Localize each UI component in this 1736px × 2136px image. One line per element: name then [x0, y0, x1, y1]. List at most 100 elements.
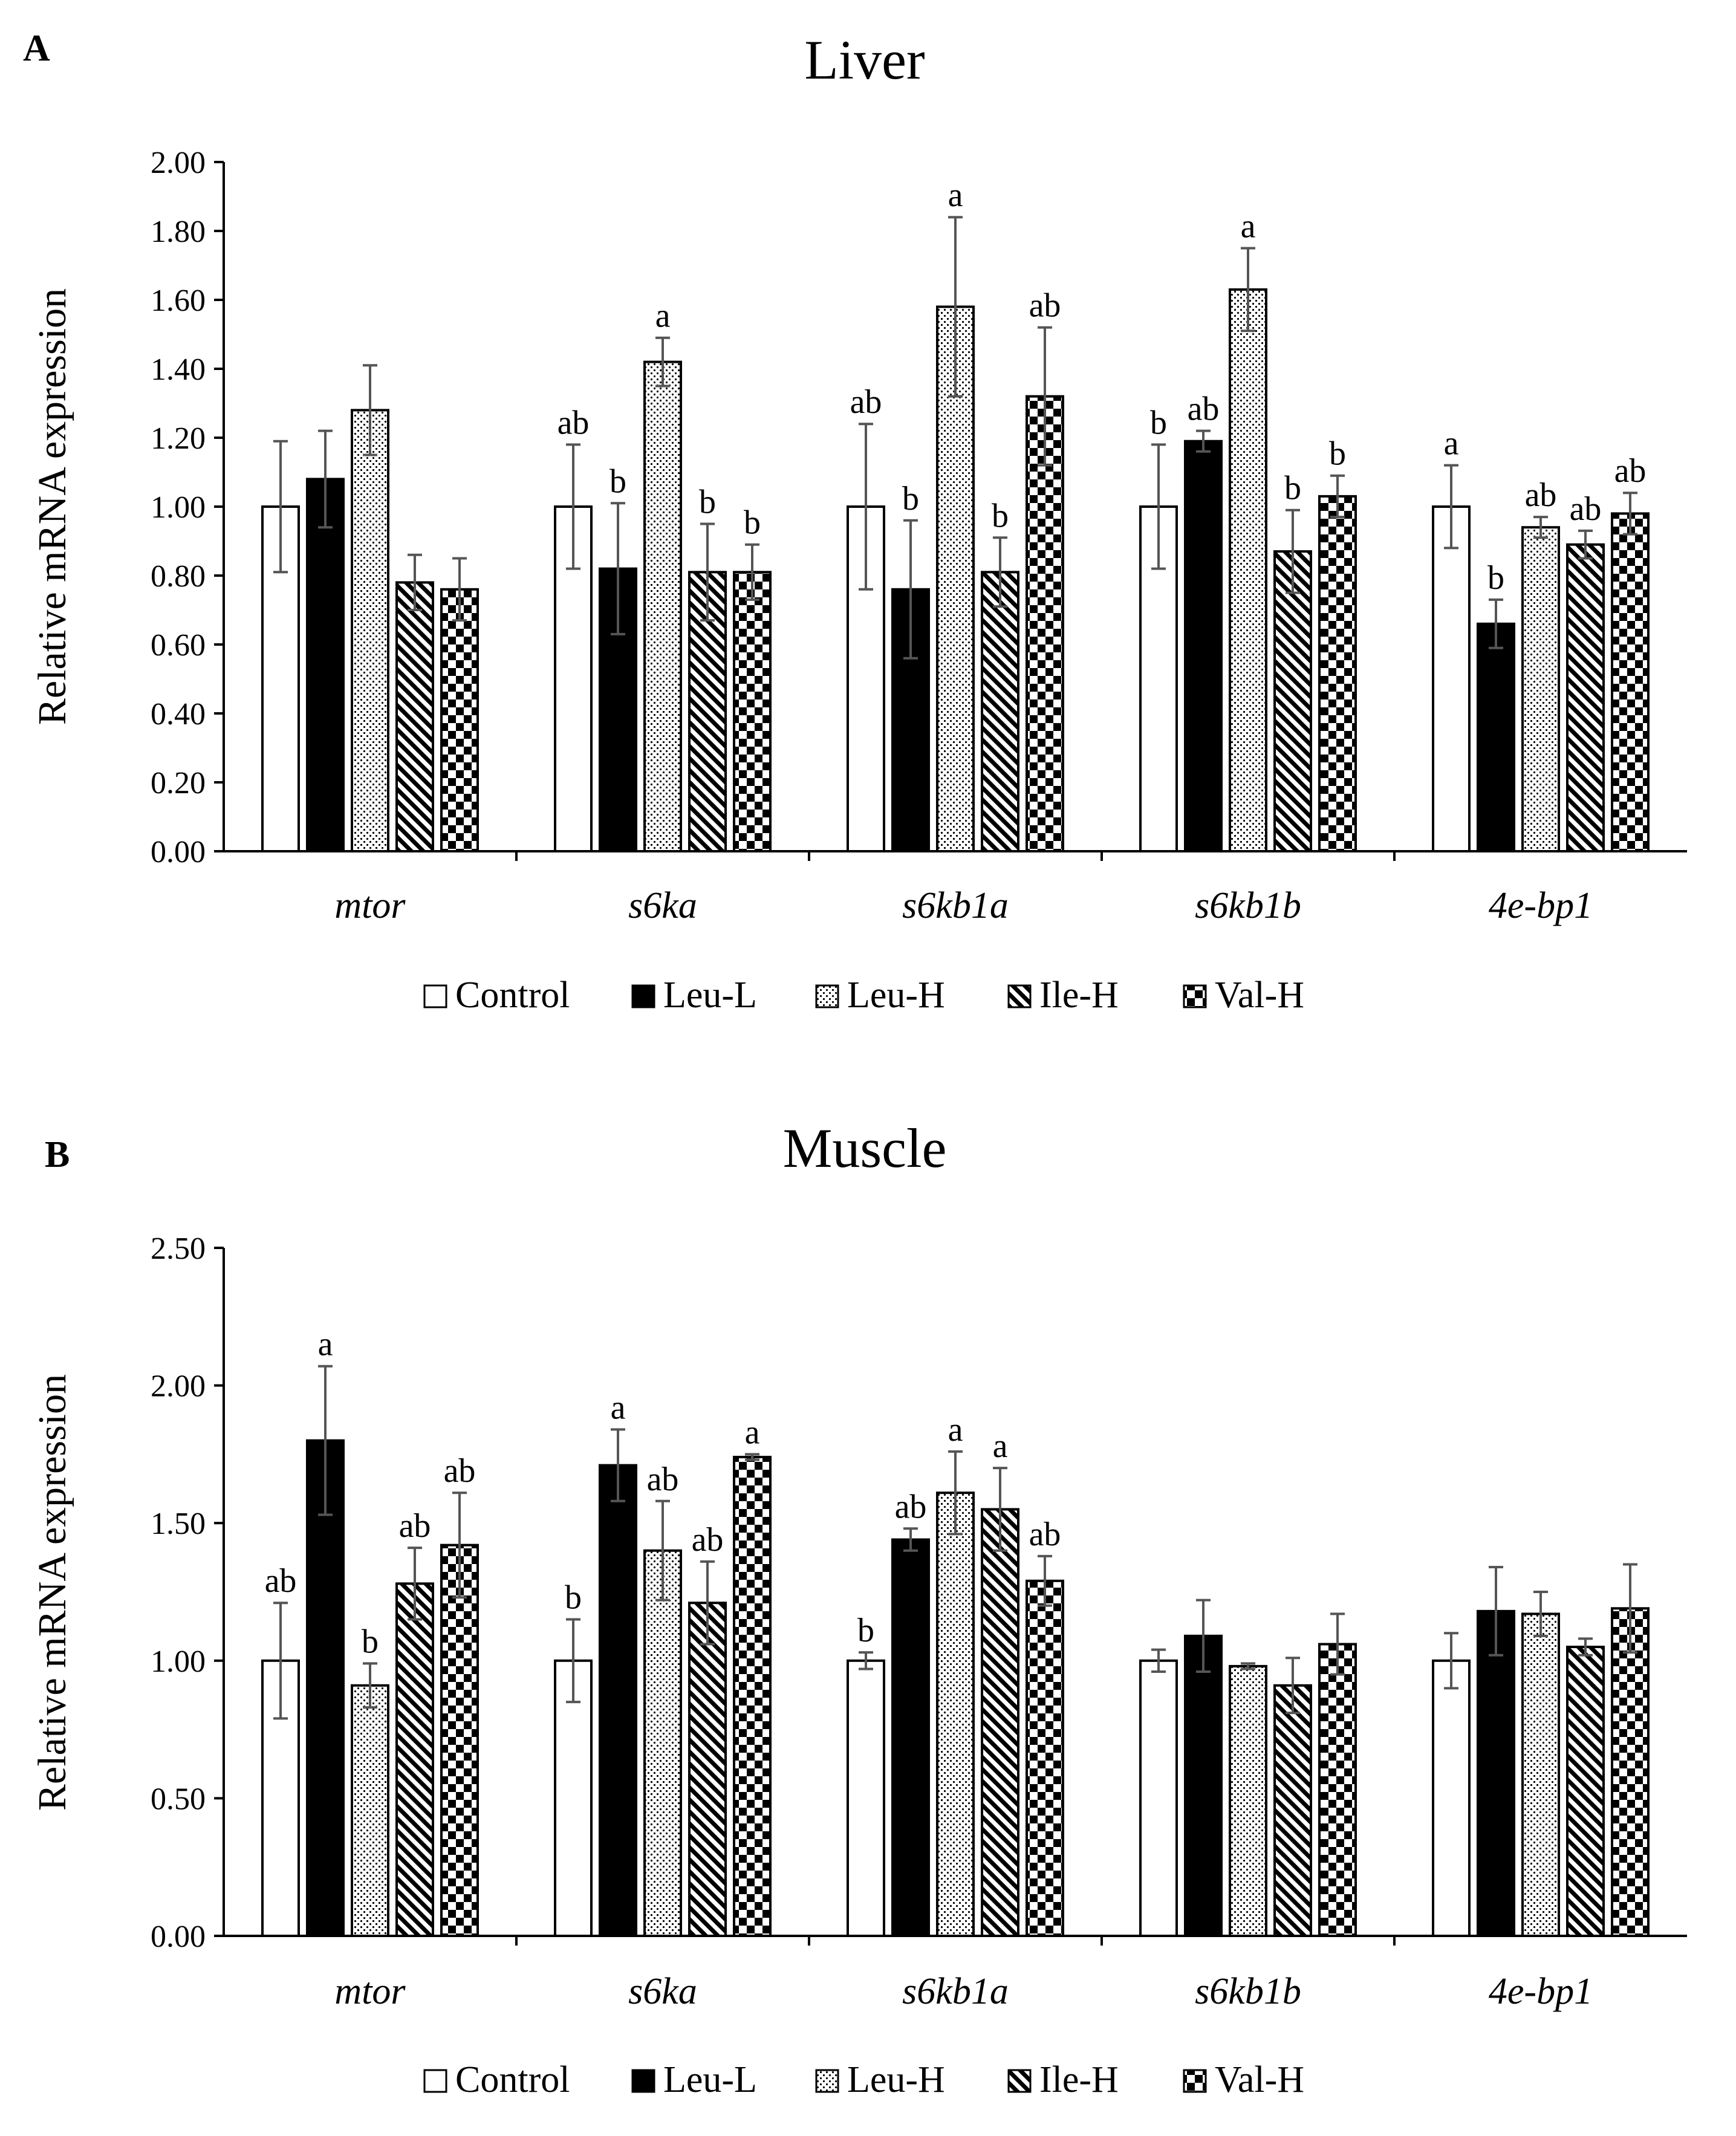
legend-entry-val-h: Val-H [1183, 975, 1304, 1016]
x-tick-label: s6kb1b [1195, 885, 1301, 926]
bar-control-s6kb1a [847, 1659, 885, 1938]
legend-swatch [423, 2069, 447, 2093]
significance-label: a [655, 297, 671, 335]
chart-marks: 0.000.501.001.502.002.50mtorababababs6ka… [151, 1232, 1687, 2012]
panel-liver: A Liver Relative mRNA expression 0.00 0.2… [23, 28, 1687, 1016]
bar-control-s6kb1b [1139, 1659, 1178, 1938]
bar-val-h-4e-bp1 [1611, 512, 1650, 852]
bar-leu-l-mtor [306, 1439, 345, 1937]
legend-label: Leu-L [663, 2059, 757, 2100]
bar-control-4e-bp1 [1432, 505, 1471, 852]
chart-title: Liver [804, 29, 925, 91]
significance-label: a [948, 1411, 963, 1449]
bar-val-h-s6kb1a [1026, 1579, 1064, 1937]
significance-label: a [1444, 425, 1459, 463]
bar-ile-h-s6kb1a [981, 1508, 1019, 1937]
bar-leu-h-s6kb1b [1229, 1664, 1267, 1938]
y-tick-label: 2.00 [151, 1369, 206, 1404]
significance-label: ab [692, 1521, 724, 1559]
legend-entry-leu-l: Leu-L [631, 975, 757, 1016]
significance-label: a [611, 1389, 626, 1426]
x-tick-label: mtor [334, 1971, 406, 2012]
legend-label: Val-H [1215, 2059, 1304, 2100]
significance-label: b [1150, 404, 1167, 441]
significance-label: a [948, 177, 963, 214]
legend-label: Control [455, 2059, 570, 2100]
legend-label: Ile-H [1039, 975, 1119, 1016]
bar-leu-l-s6kb1b [1184, 1634, 1223, 1938]
bar-ile-h-mtor [395, 581, 434, 853]
x-tick-label: mtor [334, 885, 406, 926]
bar-leu-l-4e-bp1 [1477, 1609, 1515, 1937]
bar-leu-h-s6kb1b [1229, 288, 1267, 852]
legend-label: Leu-H [847, 975, 945, 1016]
x-tick-label: s6kb1a [902, 1971, 1009, 2012]
y-tick-label: 0.20 [151, 766, 206, 800]
significance-label: ab [1029, 287, 1061, 325]
panel-label: B [45, 1134, 70, 1175]
legend-swatch [815, 2069, 839, 2093]
y-tick-label: 1.40 [151, 352, 206, 387]
bar-leu-h-4e-bp1 [1521, 526, 1560, 852]
significance-label: ab [558, 404, 590, 441]
chart-title: Muscle [783, 1117, 947, 1179]
significance-label: ab [1029, 1516, 1061, 1553]
bar-val-h-s6kb1b [1318, 1643, 1357, 1938]
y-tick-label: 1.80 [151, 215, 206, 249]
legend-entry-control: Control [423, 2059, 570, 2100]
significance-label: a [993, 1427, 1008, 1465]
significance-label: b [857, 1612, 874, 1649]
bar-ile-h-4e-bp1 [1566, 1646, 1605, 1938]
bar-control-4e-bp1 [1432, 1659, 1471, 1938]
legend-label: Control [455, 975, 570, 1016]
significance-label: b [565, 1579, 582, 1617]
bar-leu-h-4e-bp1 [1521, 1612, 1560, 1937]
bar-leu-h-s6ka [643, 1549, 682, 1937]
y-tick-label: 1.50 [151, 1507, 206, 1541]
y-tick-label: 0.40 [151, 697, 206, 732]
legend-swatch [1007, 2069, 1032, 2093]
bar-leu-l-s6ka [599, 1464, 637, 1937]
significance-label: a [745, 1414, 760, 1451]
significance-label: ab [647, 1461, 679, 1498]
legend-entry-leu-h: Leu-H [815, 975, 945, 1016]
x-tick-label: s6kb1b [1195, 1971, 1301, 2012]
x-tick-label: s6ka [628, 1971, 697, 2012]
y-tick-label: 0.00 [151, 835, 206, 869]
y-tick-label: 2.00 [151, 146, 206, 180]
x-tick-label: s6kb1a [902, 885, 1009, 926]
y-axis-label: Relative mRNA expression [30, 1374, 74, 1811]
y-tick-label: 0.50 [151, 1782, 206, 1816]
x-tick-label: s6ka [628, 885, 697, 926]
panel-label: A [23, 28, 50, 69]
bar-val-h-s6kb1b [1318, 495, 1357, 852]
bar-val-h-s6ka [733, 571, 772, 852]
y-tick-label: 0.80 [151, 559, 206, 594]
y-tick-label: 1.20 [151, 421, 206, 456]
bar-leu-l-mtor [306, 478, 345, 852]
legend: Control Leu-L Leu-H Ile-H Val-H [423, 975, 1304, 1016]
y-tick-label: 1.60 [151, 284, 206, 318]
legend-swatch [631, 984, 655, 1008]
significance-label: ab [444, 1452, 476, 1490]
legend-entry-leu-h: Leu-H [815, 2059, 945, 2100]
significance-label: b [902, 480, 919, 518]
chart-marks: 0.00 0.20 0.40 0.60 0.80 1.00 1.20 1.40 1.60 1.80… [151, 146, 1687, 926]
legend-swatch [631, 2069, 655, 2093]
significance-label: ab [1570, 490, 1602, 528]
legend-label: Leu-H [847, 2059, 945, 2100]
significance-label: a [1241, 208, 1256, 245]
significance-label: b [610, 463, 626, 500]
legend-entry-leu-l: Leu-L [631, 2059, 757, 2100]
significance-label: ab [1188, 391, 1220, 428]
legend-swatch [1007, 984, 1032, 1008]
bar-ile-h-s6ka [688, 1602, 727, 1937]
legend-swatch [1183, 984, 1207, 1008]
significance-label: b [1284, 470, 1301, 507]
legend-label: Val-H [1215, 975, 1304, 1016]
legend-swatch [423, 984, 447, 1008]
significance-label: b [699, 484, 716, 521]
y-tick-label: 0.00 [151, 1920, 206, 1954]
panel-muscle: B Muscle Relative mRNA expression 0.00 0.… [30, 1117, 1687, 2100]
